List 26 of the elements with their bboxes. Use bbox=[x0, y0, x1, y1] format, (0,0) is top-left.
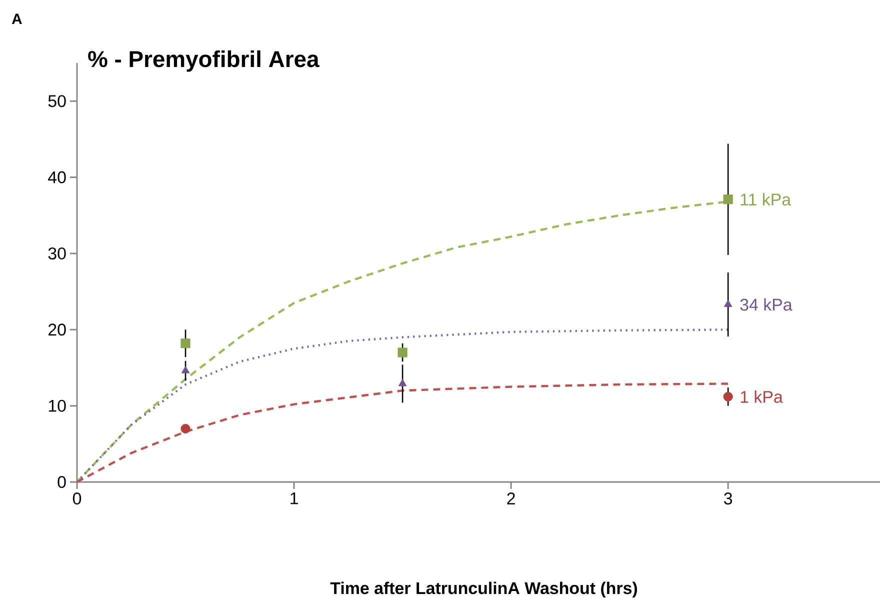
y-tick-label: 50 bbox=[48, 95, 66, 108]
series-label: 34 kPa bbox=[740, 298, 792, 311]
y-tick-label: 20 bbox=[48, 324, 66, 336]
point bbox=[398, 379, 407, 386]
text: A bbox=[12, 14, 22, 24]
point bbox=[398, 348, 408, 358]
y-tick-label: 40 bbox=[48, 171, 66, 184]
x-tick-label: 3 bbox=[724, 492, 732, 505]
line-series bbox=[76, 382, 730, 484]
series-label: 1 kPa bbox=[740, 390, 783, 403]
x-tick-label: 0 bbox=[72, 492, 82, 505]
point bbox=[724, 300, 732, 308]
y-tick-label: 10 bbox=[48, 400, 66, 412]
point bbox=[180, 424, 190, 434]
x-tick-label: 1 bbox=[290, 492, 298, 504]
x-axis-title: Time after LatrunculinA Washout (hrs) bbox=[330, 582, 638, 598]
point bbox=[723, 392, 733, 402]
line-series bbox=[76, 328, 730, 484]
series-label: 11 kPa bbox=[740, 193, 792, 206]
chart-title: % - Premyofibril Area bbox=[88, 50, 320, 72]
y-tick-label: 0 bbox=[58, 476, 66, 488]
x-tick-label: 2 bbox=[507, 492, 515, 504]
point bbox=[723, 194, 733, 204]
point bbox=[181, 366, 190, 374]
y-tick-label: 30 bbox=[48, 248, 66, 260]
point bbox=[180, 338, 190, 348]
